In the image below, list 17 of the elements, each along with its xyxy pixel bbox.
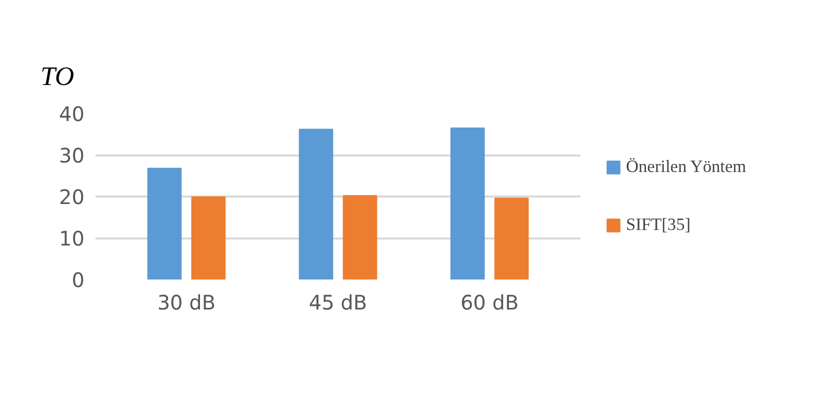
- y-tick-label: 0: [72, 268, 85, 292]
- x-tick-label: 30 dB: [157, 290, 216, 314]
- x-tick-label: 45 dB: [308, 290, 368, 314]
- bar: [450, 128, 485, 280]
- legend-label: Önerilen Yöntem: [626, 157, 746, 177]
- y-axis-title: TO: [40, 61, 74, 91]
- y-tick-label: 10: [59, 226, 85, 250]
- y-tick-label: 20: [59, 185, 85, 209]
- bar: [191, 196, 226, 280]
- bar: [147, 168, 182, 280]
- y-tick-label: 30: [59, 144, 85, 168]
- bar: [298, 128, 334, 280]
- y-tick-label: 40: [59, 102, 85, 126]
- bar: [342, 195, 378, 280]
- legend-label: SIFT[35]: [626, 215, 690, 235]
- x-tick-label: 60 dB: [460, 290, 519, 314]
- bar: [494, 198, 529, 280]
